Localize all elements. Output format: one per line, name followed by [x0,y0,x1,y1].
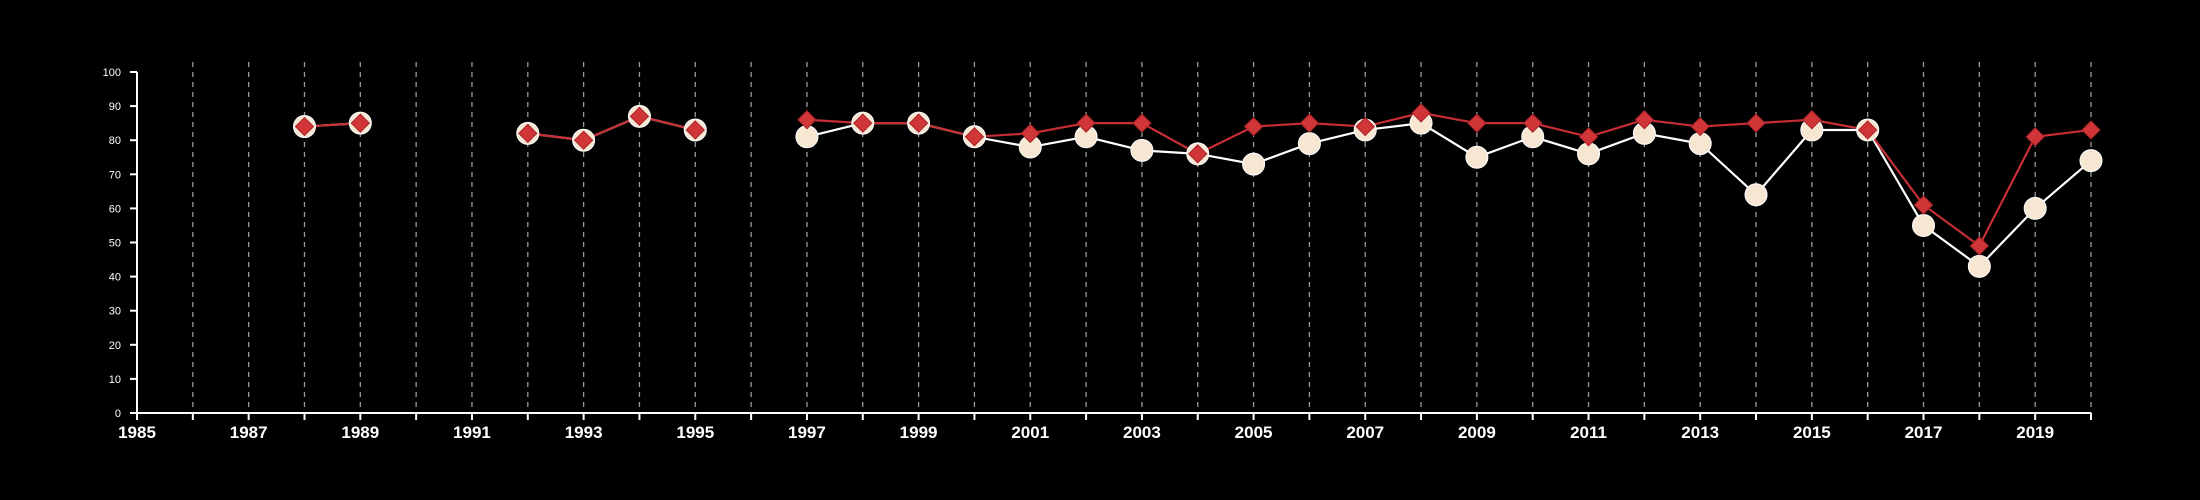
data-series [292,103,2103,278]
x-tick-label: 1999 [900,423,938,442]
data-point-diamond [685,120,705,140]
x-tick-label: 2003 [1123,423,1161,442]
data-point-diamond [908,113,929,133]
y-tick-label: 10 [109,374,121,386]
x-tick-label: 2007 [1346,423,1384,442]
x-tick-label: 2017 [1905,423,1943,442]
data-point-circle [2079,149,2103,173]
y-tick-label: 30 [109,306,121,318]
data-point-diamond [1634,110,1655,130]
x-tick-label: 2005 [1235,423,1273,442]
data-point-diamond [518,123,538,144]
x-tick-label: 2001 [1011,423,1049,442]
y-tick-label: 50 [109,238,121,250]
y-tick-label: 60 [109,203,121,215]
data-point-circle [1744,183,1768,207]
data-point-diamond [629,106,650,127]
data-point-circle [2023,196,2047,220]
y-tick-label: 0 [115,408,121,420]
x-tick-label: 1997 [788,423,826,442]
y-tick-label: 80 [109,135,121,147]
data-point-diamond [797,110,817,130]
data-point-diamond [2025,127,2045,147]
data-point-diamond [1523,113,1543,133]
data-point-diamond [1746,113,1766,133]
x-tick-label: 1993 [565,423,603,442]
y-tick-label: 20 [109,340,121,352]
y-tick-label: 100 [103,67,121,79]
x-tick-label: 1985 [118,423,156,442]
data-point-diamond [1857,120,1878,140]
y-tick-label: 70 [109,169,121,181]
data-point-diamond [1690,116,1710,137]
data-point-diamond [853,113,873,133]
x-tick-label: 2009 [1458,423,1496,442]
data-point-diamond [1411,103,1431,123]
data-point-diamond [1076,113,1096,133]
data-point-diamond [1020,123,1040,144]
data-point-diamond [573,130,594,150]
x-tick-label: 2013 [1681,423,1719,442]
data-point-diamond [2081,120,2101,140]
data-point-diamond [1299,113,1320,133]
data-point-diamond [1578,127,1599,147]
data-point-circle [1465,145,1489,169]
data-point-diamond [1802,110,1822,130]
data-point-diamond [1969,236,1990,256]
series-line [527,115,696,142]
x-tick-label: 1989 [341,423,379,442]
vertical-gridlines [192,62,2092,413]
data-point-circle [1297,132,1321,156]
data-point-circle [1912,213,1936,237]
series-line [806,111,2092,248]
data-point-circle [1967,254,1991,278]
data-point-circle [1242,152,1266,176]
axes: 0 10 20 30 40 50 60 70 80 90 100 1985 1987 1989 1991 19… [103,67,2092,442]
x-tick-label: 2015 [1793,423,1831,442]
data-point-diamond [1243,116,1264,137]
x-tick-label: 1995 [676,423,714,442]
data-point-diamond [1467,113,1487,133]
data-point-diamond [1355,116,1375,137]
data-point-diamond [350,113,371,133]
data-point-diamond [1188,144,1208,164]
data-point-diamond [964,127,985,147]
x-tick-label: 2011 [1570,423,1607,442]
y-tick-label: 40 [109,272,121,284]
y-tick-label: 90 [109,101,121,113]
x-tick-label: 1991 [453,423,491,442]
data-point-diamond [1913,195,1934,215]
data-point-diamond [294,116,315,137]
data-point-circle [1130,138,1154,162]
data-point-diamond [1132,113,1152,133]
x-tick-label: 1987 [230,423,268,442]
x-tick-label: 2019 [2016,423,2054,442]
